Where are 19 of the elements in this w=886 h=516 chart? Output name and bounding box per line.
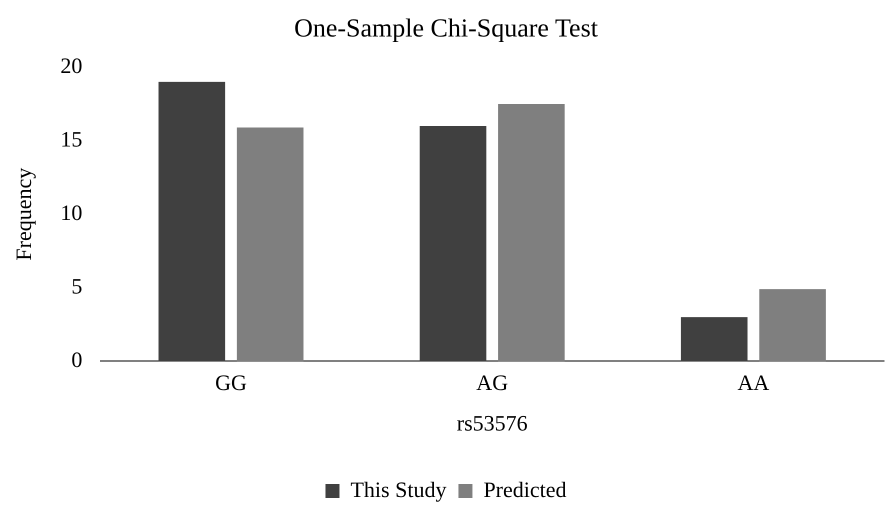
bar [498,104,565,362]
y-tick-label: 0 [71,346,82,372]
chart-title: One-Sample Chi-Square Test [294,13,599,42]
x-tick-label: GG [215,370,247,396]
y-axis-title: Frequency [10,168,36,261]
y-tick-label: 20 [60,52,82,78]
x-axis-title: rs53576 [456,410,528,436]
bar [158,82,226,362]
y-tick-label: 5 [71,273,82,298]
bar [236,127,304,362]
y-tick-label: 15 [60,126,82,152]
y-tick-label: 10 [60,200,82,225]
bar [759,289,826,362]
x-tick-label: AA [738,370,770,396]
legend-label: Predicted [483,476,567,502]
bar [420,126,486,362]
legend-label: This Study [350,476,446,502]
x-tick-label: AG [476,370,508,396]
bar [680,317,748,362]
